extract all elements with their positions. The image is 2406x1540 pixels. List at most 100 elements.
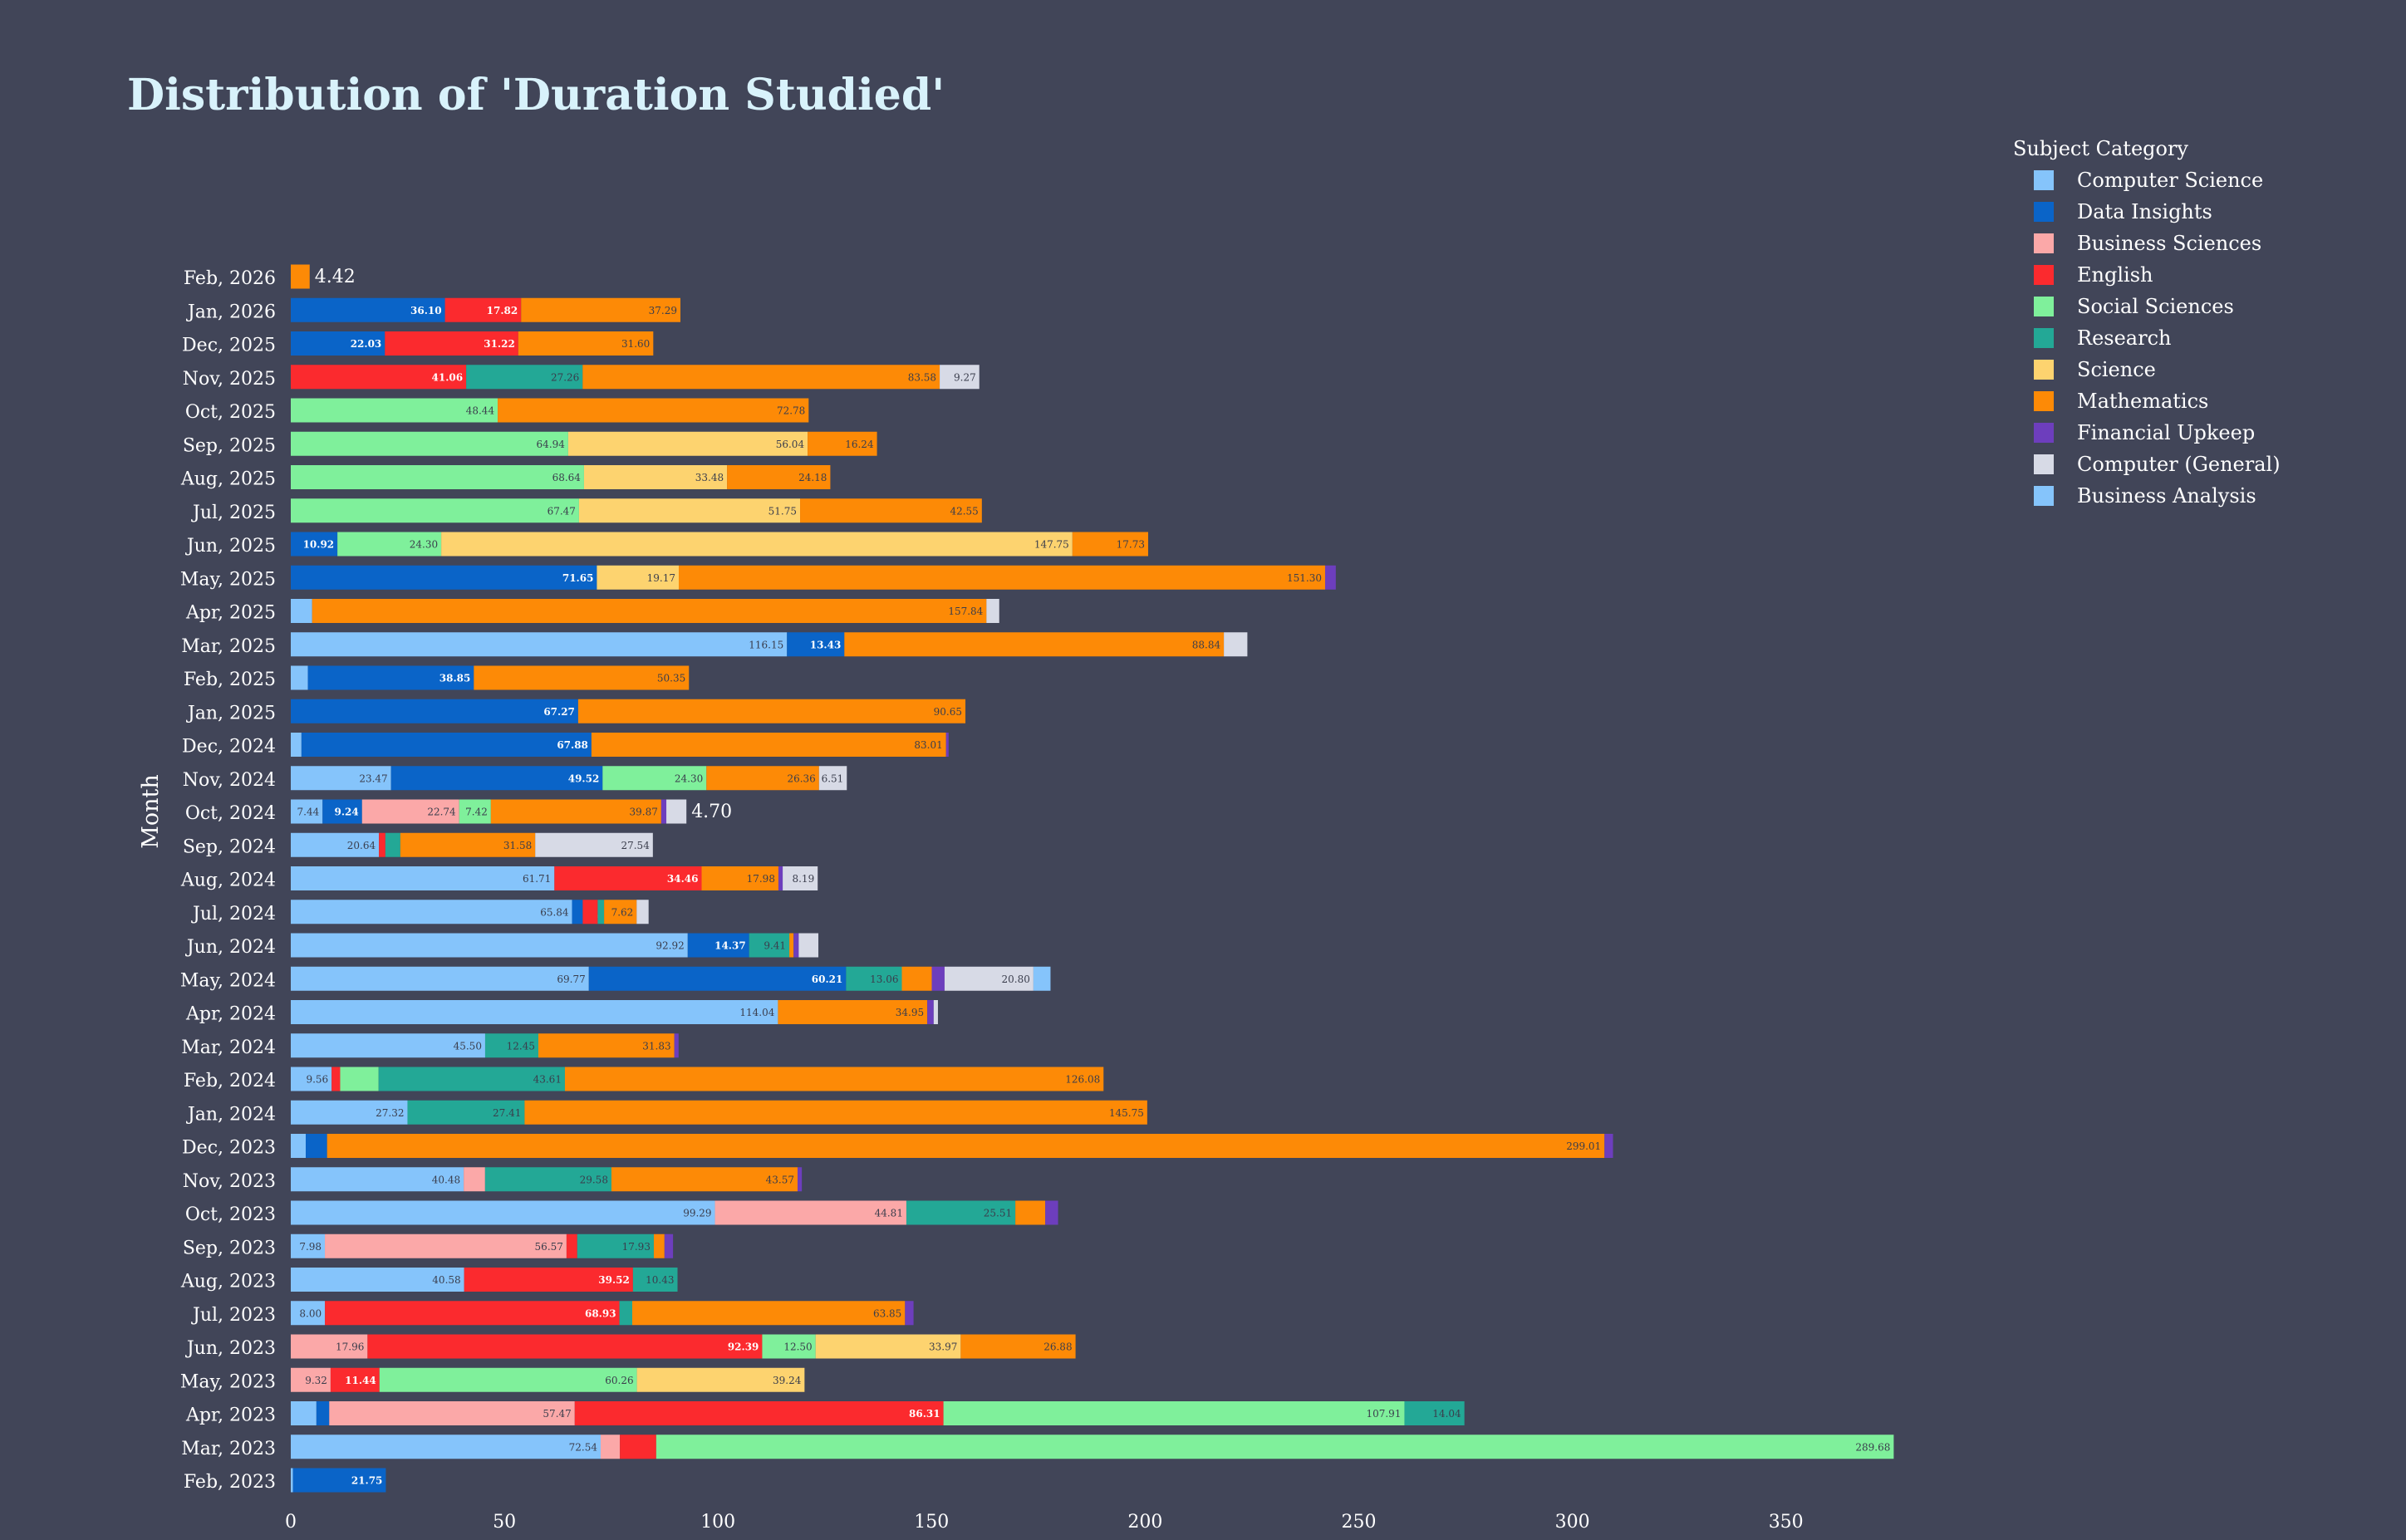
bar-segment bbox=[706, 766, 819, 791]
bar-segment bbox=[291, 565, 597, 590]
bar-segment bbox=[656, 1435, 1894, 1459]
bar-segment bbox=[327, 1134, 1605, 1158]
data-label: 45.50 bbox=[454, 1040, 482, 1052]
data-label: 29.58 bbox=[580, 1174, 608, 1185]
data-label: 37.29 bbox=[649, 305, 677, 316]
data-label: 16.24 bbox=[845, 439, 874, 450]
bar-segment bbox=[400, 832, 536, 857]
legend-swatch bbox=[2034, 170, 2054, 190]
bar-segment bbox=[361, 799, 459, 824]
legend-swatch bbox=[2034, 391, 2054, 411]
bar-segment bbox=[325, 1233, 567, 1258]
bar-segment bbox=[762, 1334, 816, 1359]
bar-segment bbox=[291, 431, 568, 456]
data-label: 42.55 bbox=[950, 505, 978, 517]
y-tick-label: Mar, 2023 bbox=[181, 1439, 276, 1459]
bar-segment bbox=[291, 1134, 306, 1158]
data-label: 41.06 bbox=[432, 371, 464, 383]
data-label: 36.10 bbox=[410, 305, 442, 316]
data-label: 9.56 bbox=[306, 1074, 328, 1086]
bar-segment bbox=[778, 1000, 928, 1024]
bar-segment bbox=[538, 1033, 675, 1058]
bar-segment bbox=[714, 1200, 906, 1225]
data-label: 13.06 bbox=[870, 974, 898, 985]
legend-item: Mathematics bbox=[2077, 390, 2208, 413]
bar-segment bbox=[797, 1167, 803, 1192]
bar-segment bbox=[567, 431, 808, 456]
data-label: 126.08 bbox=[1065, 1074, 1100, 1086]
y-tick-label: Nov, 2024 bbox=[183, 770, 276, 791]
data-label: 19.17 bbox=[647, 572, 675, 584]
data-label: 12.50 bbox=[783, 1341, 812, 1353]
data-label: 56.04 bbox=[776, 439, 805, 450]
bar-segment bbox=[535, 832, 653, 857]
legend-swatch bbox=[2034, 202, 2054, 222]
data-label: 4.70 bbox=[691, 802, 732, 822]
legend-item: English bbox=[2077, 263, 2153, 287]
bar-segment bbox=[783, 866, 818, 890]
bar-segment bbox=[291, 599, 312, 623]
y-tick-labels: Feb, 2026 Jan, 2026 Dec, 2025 Nov, 2025 Oct,… bbox=[180, 268, 276, 1493]
data-label: 20.64 bbox=[347, 840, 376, 851]
data-label: 49.52 bbox=[568, 772, 600, 784]
bar-segment bbox=[379, 832, 385, 857]
bar-segment bbox=[1324, 565, 1336, 590]
bar-segment bbox=[291, 1067, 332, 1091]
bar-segment bbox=[578, 498, 801, 523]
data-label: 83.58 bbox=[908, 371, 936, 383]
data-label: 86.31 bbox=[909, 1408, 940, 1420]
data-label: 23.47 bbox=[359, 772, 387, 784]
data-label: 88.84 bbox=[1192, 639, 1221, 650]
bar-segment bbox=[291, 297, 445, 322]
bar-segment bbox=[653, 1233, 665, 1258]
data-label: 27.26 bbox=[551, 371, 579, 383]
bar-segment bbox=[1224, 632, 1248, 657]
bar-segment bbox=[727, 465, 831, 489]
data-label: 26.88 bbox=[1043, 1341, 1072, 1353]
data-label: 50.35 bbox=[657, 673, 685, 684]
bar-segment bbox=[636, 900, 649, 924]
legend-item: Research bbox=[2077, 326, 2171, 350]
bar-segment bbox=[291, 498, 579, 523]
data-label: 27.32 bbox=[376, 1107, 404, 1119]
data-label: 48.44 bbox=[466, 405, 495, 417]
bar-segment bbox=[301, 733, 592, 757]
bar-segment bbox=[291, 264, 310, 289]
bar-segment bbox=[367, 1334, 763, 1359]
data-label: 68.93 bbox=[585, 1307, 616, 1319]
bar-segment bbox=[602, 766, 707, 791]
bar-segment bbox=[474, 665, 690, 690]
x-tick-label: 50 bbox=[493, 1512, 516, 1533]
bar-segment bbox=[620, 1435, 656, 1459]
bar-segment bbox=[459, 799, 491, 824]
y-tick-label: Jul, 2023 bbox=[191, 1305, 276, 1326]
bar-segment bbox=[844, 632, 1225, 657]
bar-segment bbox=[582, 365, 940, 390]
bar-segment bbox=[490, 799, 661, 824]
bar-segment bbox=[778, 866, 783, 890]
data-label: 22.03 bbox=[351, 338, 382, 350]
data-label: 92.39 bbox=[728, 1341, 759, 1353]
bar-segment bbox=[484, 1033, 538, 1058]
data-label: 299.01 bbox=[1566, 1140, 1601, 1152]
x-tick-label: 300 bbox=[1555, 1512, 1590, 1533]
bar-segment bbox=[291, 1468, 293, 1493]
data-label: 25.51 bbox=[984, 1208, 1012, 1219]
x-tick-label: 0 bbox=[285, 1512, 297, 1533]
data-label: 67.47 bbox=[547, 505, 576, 517]
bar-segment bbox=[291, 1435, 602, 1459]
legend-title: Subject Category bbox=[2013, 137, 2188, 160]
y-tick-label: May, 2023 bbox=[180, 1371, 276, 1392]
bar-segment bbox=[307, 665, 474, 690]
bar-segment bbox=[291, 1367, 331, 1392]
data-label: 157.84 bbox=[948, 606, 983, 617]
bar-segment bbox=[577, 699, 966, 723]
y-tick-label: Jul, 2024 bbox=[191, 904, 276, 924]
data-label: 38.85 bbox=[439, 673, 471, 684]
data-label: 60.26 bbox=[605, 1375, 633, 1386]
bar-segment bbox=[1015, 1200, 1046, 1225]
bar-segment bbox=[291, 665, 308, 690]
bar-segment bbox=[800, 498, 982, 523]
